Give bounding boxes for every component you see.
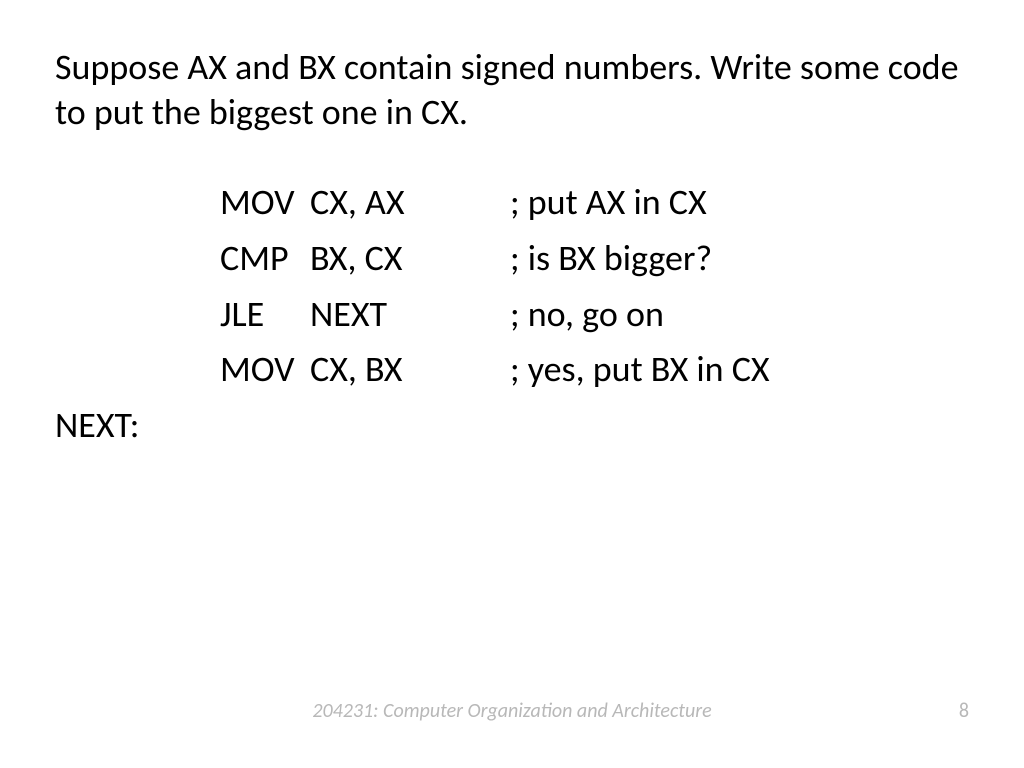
code-comment: ; no, go on	[510, 287, 969, 343]
code-args: CX, BX	[310, 342, 510, 398]
code-row: MOV CX, AX ; put AX in CX	[55, 175, 969, 231]
code-row: NEXT:	[55, 398, 969, 454]
code-args: BX, CX	[310, 231, 510, 287]
code-comment: ; is BX bigger?	[510, 231, 969, 287]
code-label	[55, 287, 220, 343]
code-row: MOV CX, BX ; yes, put BX in CX	[55, 342, 969, 398]
code-comment	[510, 398, 969, 454]
code-args: CX, AX	[310, 175, 510, 231]
page-number: 8	[959, 699, 969, 723]
footer: 204231: Computer Organization and Archit…	[0, 699, 1024, 723]
footer-text: 204231: Computer Organization and Archit…	[312, 699, 711, 723]
code-args: NEXT	[310, 287, 510, 343]
slide: Suppose AX and BX contain signed numbers…	[0, 0, 1024, 768]
code-label	[55, 342, 220, 398]
code-label	[55, 175, 220, 231]
code-label	[55, 231, 220, 287]
code-instruction: MOV	[220, 175, 310, 231]
code-row: JLE NEXT ; no, go on	[55, 287, 969, 343]
code-block: MOV CX, AX ; put AX in CX CMP BX, CX ; i…	[55, 175, 969, 454]
code-args	[310, 398, 510, 454]
code-label: NEXT:	[55, 398, 220, 454]
code-comment: ; put AX in CX	[510, 175, 969, 231]
code-instruction: CMP	[220, 231, 310, 287]
code-row: CMP BX, CX ; is BX bigger?	[55, 231, 969, 287]
code-instruction	[220, 398, 310, 454]
code-instruction: MOV	[220, 342, 310, 398]
slide-heading: Suppose AX and BX contain signed numbers…	[55, 45, 969, 135]
code-instruction: JLE	[220, 287, 310, 343]
code-comment: ; yes, put BX in CX	[510, 342, 969, 398]
